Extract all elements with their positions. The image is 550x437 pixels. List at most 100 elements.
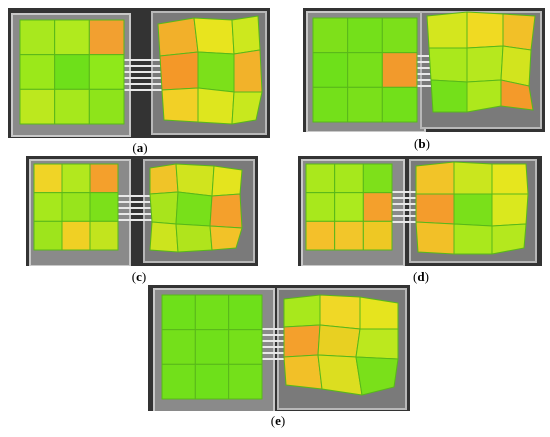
left-grid-cell [362, 192, 393, 222]
caption-a: (a) [132, 140, 148, 155]
deformed-grid-cell [415, 221, 455, 255]
left-grid-cell [194, 329, 230, 365]
left-grid-cell [381, 17, 418, 54]
panel-d-image [298, 156, 542, 266]
left-grid-cell [347, 86, 383, 123]
left-grid-cell [61, 163, 91, 194]
deformed-grid-cell [466, 45, 504, 83]
left-grid-cell [54, 54, 90, 90]
panel-c [26, 156, 258, 266]
left-grid-cell [228, 363, 263, 400]
deformed-grid-cell [415, 193, 455, 225]
left-grid-cell [19, 88, 56, 125]
left-grid-cell [381, 86, 418, 123]
left-grid-cell [88, 54, 125, 90]
left-grid-cell [61, 192, 91, 222]
left-grid-cell [88, 88, 125, 125]
deformed-grid-cell [491, 163, 529, 195]
deformed-grid-cell [453, 193, 493, 227]
left-grid-cell [312, 17, 349, 54]
left-grid-cell [19, 19, 56, 56]
deformed-grid-cell [453, 223, 493, 255]
deformed-grid-cell [211, 165, 243, 197]
deformed-grid-cell [149, 163, 179, 195]
panel-c-image [26, 156, 258, 266]
panel-d [298, 156, 542, 266]
deformed-grid-cell [500, 79, 534, 111]
panel-b-image [303, 8, 545, 132]
deformed-grid-cell [491, 193, 529, 227]
panel-e-image [148, 285, 410, 411]
left-grid-cell [161, 363, 196, 400]
deformed-grid-cell [209, 193, 243, 229]
left-grid-cell [228, 329, 263, 365]
deformed-grid-cell [233, 49, 263, 93]
panel-b [303, 8, 545, 132]
deformed-grid-cell [355, 356, 399, 396]
left-grid-cell [312, 86, 349, 123]
deformed-grid-cell [193, 17, 235, 55]
deformed-grid-cell [283, 354, 323, 390]
deformed-grid-cell [430, 79, 468, 113]
deformed-grid-cell [175, 223, 213, 253]
deformed-grid-cell [502, 13, 536, 51]
left-grid-cell [33, 163, 63, 194]
left-grid-cell [54, 19, 90, 56]
left-grid-cell [89, 163, 119, 194]
left-grid-cell [347, 52, 383, 88]
deformed-grid-cell [175, 191, 213, 227]
left-grid-cell [33, 192, 63, 222]
left-grid-cell [347, 17, 383, 54]
deformed-grid-cell [197, 87, 235, 125]
deformed-grid-cell [491, 223, 527, 255]
panel-a-image [8, 8, 270, 138]
left-grid-cell [161, 294, 196, 331]
left-grid-cell [228, 294, 263, 331]
left-grid-cell [194, 294, 230, 331]
deformed-grid-cell [426, 11, 468, 49]
left-grid-cell [88, 19, 125, 56]
deformed-grid-cell [500, 45, 532, 87]
caption-c: (c) [131, 269, 147, 284]
panel-a [8, 8, 270, 138]
left-grid-cell [54, 88, 90, 125]
left-grid-cell [334, 163, 364, 194]
left-grid-cell [334, 220, 364, 251]
deformed-grid-cell [466, 79, 502, 113]
left-grid-cell [161, 329, 196, 365]
left-grid-cell [362, 163, 393, 194]
deformed-grid-cell [319, 294, 361, 330]
caption-e: (e) [270, 413, 286, 428]
left-grid-cell [89, 220, 119, 251]
deformed-grid-cell [157, 17, 199, 57]
deformed-grid-cell [283, 324, 321, 358]
deformed-grid-cell [283, 294, 321, 328]
deformed-grid-cell [317, 324, 361, 358]
left-grid-cell [305, 163, 336, 194]
deformed-grid-cell [231, 15, 261, 55]
deformed-grid-cell [209, 225, 243, 251]
deformed-grid-cell [149, 191, 179, 225]
left-grid-cell [334, 192, 364, 222]
deformed-grid-cell [231, 91, 263, 125]
left-grid-cell [381, 52, 418, 88]
deformed-grid-cell [466, 11, 504, 49]
left-grid-cell [194, 363, 230, 400]
left-grid-cell [305, 192, 336, 222]
left-grid-cell [312, 52, 349, 88]
deformed-grid-cell [428, 47, 468, 83]
deformed-grid-cell [355, 328, 399, 360]
deformed-grid-cell [415, 161, 455, 195]
deformed-grid-cell [197, 51, 235, 93]
left-grid-cell [61, 220, 91, 251]
deformed-grid-cell [317, 354, 363, 396]
deformed-grid-cell [359, 296, 399, 330]
deformed-grid-cell [175, 163, 215, 197]
deformed-grid-cell [453, 161, 493, 195]
panel-e [148, 285, 410, 411]
deformed-grid-cell [149, 221, 179, 253]
caption-d: (d) [413, 269, 429, 284]
caption-b: (b) [414, 136, 430, 151]
left-grid-cell [19, 54, 56, 90]
deformed-grid-cell [161, 87, 199, 123]
